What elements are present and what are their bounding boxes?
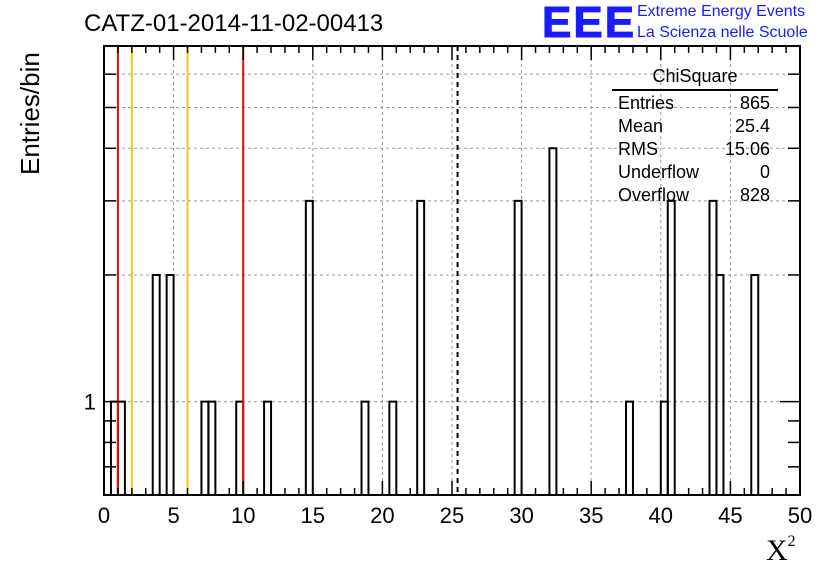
x-tick-label: 20 — [370, 503, 394, 528]
axis-tick-labels: 0 5 10 15 20 25 30 35 40 45 50 1 — [84, 390, 812, 528]
x-tick-label: 25 — [440, 503, 464, 528]
histogram-bar — [715, 273, 725, 495]
histogram-bar — [659, 400, 669, 495]
x-tick-label: 15 — [301, 503, 325, 528]
logo-line-1: Extreme Energy Events — [637, 3, 806, 20]
histogram-bar — [263, 400, 273, 495]
histogram-bar — [200, 400, 210, 495]
histogram-bar — [151, 273, 161, 495]
stats-value: 0 — [759, 162, 770, 182]
histogram-bar — [388, 400, 398, 495]
x-tick-label: 30 — [509, 503, 533, 528]
histogram-bar — [750, 273, 760, 495]
histogram-bar — [708, 199, 718, 495]
x-tick-label: 35 — [579, 503, 603, 528]
reference-lines — [116, 46, 459, 495]
histogram-bar — [109, 400, 119, 495]
stats-row-overflow: Overflow 828 — [618, 185, 770, 208]
histogram-bar — [625, 400, 634, 495]
chart-title: CATZ-01-2014-11-02-00413 — [84, 10, 384, 37]
histogram-bar — [360, 400, 370, 495]
stats-title: ChiSquare — [652, 66, 738, 86]
x-tick-label: 10 — [231, 503, 255, 528]
x-tick-label: 0 — [98, 503, 110, 528]
x-tick-label: 45 — [718, 503, 742, 528]
stats-value: 25.4 — [734, 116, 770, 136]
stats-label: Underflow — [618, 162, 700, 182]
logo-line-2: La Scienza nelle Scuole — [637, 24, 808, 41]
y-tick-label: 1 — [84, 390, 96, 415]
x-tick-label: 40 — [649, 503, 673, 528]
histogram-bar — [235, 400, 245, 495]
x-tick-label: 50 — [788, 503, 812, 528]
stats-label: Mean — [618, 116, 664, 136]
histogram-bar — [116, 400, 126, 495]
histogram-bar — [304, 199, 314, 495]
stats-label: Entries — [618, 93, 675, 113]
histogram-bar — [666, 199, 676, 495]
stats-label: RMS — [618, 139, 658, 159]
x-tick-label: 5 — [167, 503, 179, 528]
x-axis-label-sup: 2 — [787, 533, 796, 550]
histogram-bar — [207, 400, 217, 495]
stats-row-mean: Mean 25.4 — [618, 116, 770, 139]
y-axis-label: Entries/bin — [15, 52, 45, 175]
stats-divider — [612, 89, 778, 91]
histogram-bar — [513, 199, 523, 495]
eee-logo: EEE — [542, 0, 637, 47]
histogram-bar — [416, 199, 426, 495]
stats-row-rms: RMS 15.06 — [618, 139, 770, 162]
stats-value: 865 — [739, 93, 770, 113]
stats-value: 828 — [739, 185, 770, 205]
stats-value: 15.06 — [724, 139, 770, 159]
x-axis-label: X2 — [766, 533, 796, 568]
stats-label: Overflow — [618, 185, 690, 205]
histogram-bar — [165, 273, 175, 495]
stats-row-entries: Entries 865 — [618, 93, 770, 116]
stats-row-underflow: Underflow 0 — [618, 162, 770, 185]
stats-box: ChiSquare Entries 865 Mean 25.4 RMS 15.0… — [612, 66, 778, 206]
histogram-bar — [548, 147, 558, 495]
x-axis-label-base: X — [766, 534, 788, 567]
axis-ticks — [103, 45, 801, 495]
